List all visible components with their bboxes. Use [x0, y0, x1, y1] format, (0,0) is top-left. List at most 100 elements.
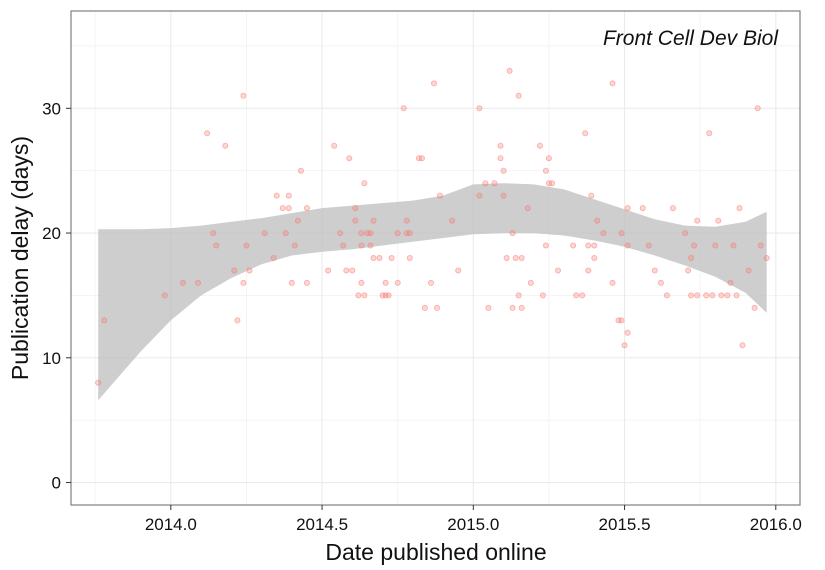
y-axis-title: Publication delay (days) — [7, 136, 33, 380]
data-point — [591, 242, 598, 249]
data-point — [524, 205, 531, 212]
data-point — [213, 242, 220, 249]
data-point — [379, 292, 386, 299]
data-point — [500, 192, 507, 199]
data-point — [421, 304, 428, 311]
data-point — [509, 230, 516, 237]
data-point — [536, 142, 543, 149]
data-point — [500, 167, 507, 174]
data-point — [688, 292, 695, 299]
data-point — [294, 217, 301, 224]
data-point — [545, 180, 552, 187]
data-point — [343, 267, 350, 274]
data-point — [427, 279, 434, 286]
data-point — [609, 80, 616, 87]
data-point — [482, 180, 489, 187]
data-point — [179, 279, 186, 286]
data-point — [618, 230, 625, 237]
data-point — [709, 292, 716, 299]
data-point — [95, 379, 102, 386]
data-point — [355, 292, 362, 299]
data-point — [515, 292, 522, 299]
data-point — [161, 292, 168, 299]
data-point — [715, 217, 722, 224]
x-tick-label: 2015.5 — [599, 515, 651, 534]
data-point — [376, 254, 383, 261]
data-point — [585, 242, 592, 249]
data-point — [506, 67, 513, 74]
data-point — [234, 317, 241, 324]
data-point — [403, 217, 410, 224]
data-point — [101, 317, 108, 324]
data-point — [433, 304, 440, 311]
data-point — [394, 230, 401, 237]
panel-border — [70, 10, 801, 506]
data-point — [739, 342, 746, 349]
y-tick-label: 10 — [42, 349, 61, 368]
data-point — [703, 292, 710, 299]
y-axis-ticks: 0 10 20 30 — [42, 99, 71, 493]
data-point — [455, 267, 462, 274]
data-point — [358, 230, 365, 237]
data-point — [367, 242, 374, 249]
data-point — [352, 205, 359, 212]
data-point — [394, 279, 401, 286]
x-axis-ticks: 2014.0 2014.5 2015.0 2015.5 2016.0 — [145, 505, 802, 534]
data-point — [497, 142, 504, 149]
data-point — [733, 292, 740, 299]
y-tick-label: 30 — [42, 99, 61, 118]
data-point — [527, 279, 534, 286]
data-point — [279, 205, 286, 212]
data-point — [497, 155, 504, 162]
data-point — [418, 155, 425, 162]
data-point — [591, 254, 598, 261]
x-axis-title: Date published online — [325, 539, 546, 565]
data-point — [600, 230, 607, 237]
y-tick-label: 0 — [52, 474, 61, 493]
chart-annotation: Front Cell Dev Biol — [603, 27, 779, 50]
data-point — [542, 242, 549, 249]
data-point — [503, 254, 510, 261]
data-point — [682, 230, 689, 237]
data-point — [476, 105, 483, 112]
data-point — [325, 267, 332, 274]
data-point — [685, 267, 692, 274]
data-point — [358, 242, 365, 249]
data-point — [509, 304, 516, 311]
data-point — [349, 267, 356, 274]
data-point — [594, 217, 601, 224]
data-point — [297, 167, 304, 174]
data-point — [403, 230, 410, 237]
data-point — [545, 155, 552, 162]
x-tick-label: 2015.0 — [447, 515, 499, 534]
data-point — [757, 242, 764, 249]
data-point — [670, 205, 677, 212]
data-point — [273, 192, 280, 199]
data-point — [639, 205, 646, 212]
data-point — [694, 217, 701, 224]
x-tick-label: 2014.5 — [296, 515, 348, 534]
data-point — [712, 242, 719, 249]
data-point — [303, 279, 310, 286]
data-point — [618, 317, 625, 324]
data-point — [624, 242, 631, 249]
data-point — [430, 80, 437, 87]
data-point — [542, 167, 549, 174]
data-point — [724, 292, 731, 299]
data-point — [657, 279, 664, 286]
data-point — [573, 292, 580, 299]
data-point — [415, 155, 422, 162]
data-point — [288, 279, 295, 286]
data-point — [367, 230, 374, 237]
data-point — [736, 205, 743, 212]
data-point — [730, 242, 737, 249]
data-point — [549, 180, 556, 187]
data-point — [585, 267, 592, 274]
data-point — [291, 242, 298, 249]
data-point — [718, 292, 725, 299]
data-point — [570, 242, 577, 249]
data-point — [204, 130, 211, 137]
data-point — [555, 267, 562, 274]
data-point — [382, 279, 389, 286]
